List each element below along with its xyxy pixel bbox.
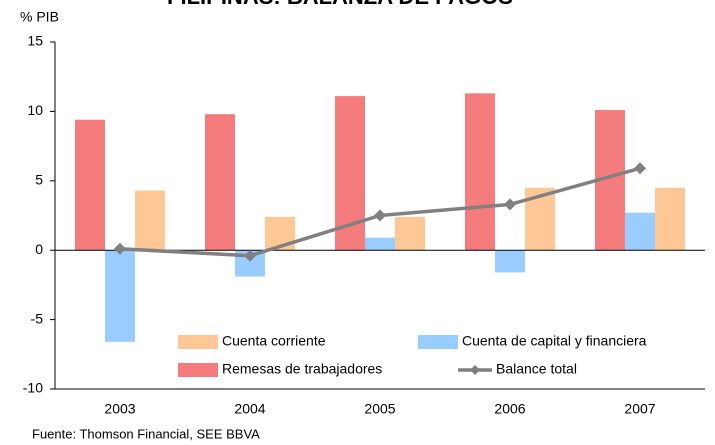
- legend-marker: [470, 365, 480, 375]
- bar: [75, 119, 105, 251]
- y-axis-label: % PIB: [20, 9, 59, 25]
- y-tick-label: 10: [27, 102, 43, 118]
- x-tick-label: 2004: [234, 401, 265, 417]
- x-tick-label: 2003: [104, 401, 135, 417]
- bar: [205, 114, 235, 251]
- bar: [365, 237, 395, 251]
- x-tick-label: 2006: [494, 401, 525, 417]
- y-tick-label: 0: [35, 241, 43, 257]
- line-marker: [114, 242, 126, 255]
- bar: [495, 250, 525, 273]
- legend-swatch: [418, 335, 458, 349]
- legend-swatch: [178, 363, 218, 377]
- line-marker: [504, 198, 516, 211]
- bar: [135, 190, 165, 251]
- legend-label: Balance total: [496, 361, 577, 377]
- bar: [465, 93, 495, 251]
- legend-label: Remesas de trabajadores: [222, 361, 382, 377]
- line-marker: [244, 249, 256, 262]
- line-marker: [634, 162, 646, 175]
- bar: [625, 212, 655, 251]
- legend-label: Cuenta de capital y financiera: [462, 333, 647, 349]
- line-marker: [374, 209, 386, 222]
- y-tick-label: 5: [35, 172, 43, 188]
- x-tick-label: 2007: [624, 401, 655, 417]
- y-tick-label: -10: [23, 380, 43, 396]
- legend-label: Cuenta corriente: [222, 333, 326, 349]
- bar: [105, 250, 135, 342]
- y-tick-label: 15: [27, 33, 43, 49]
- bar: [395, 216, 425, 251]
- legend-swatch: [178, 335, 218, 349]
- y-tick-label: -5: [31, 310, 44, 326]
- bar: [655, 187, 685, 251]
- source: Fuente: Thomson Financial, SEE BBVA: [32, 426, 260, 441]
- x-tick-label: 2005: [364, 401, 395, 417]
- chart-title: FILIPINAS: BALANZA DE PAGOS: [167, 0, 513, 9]
